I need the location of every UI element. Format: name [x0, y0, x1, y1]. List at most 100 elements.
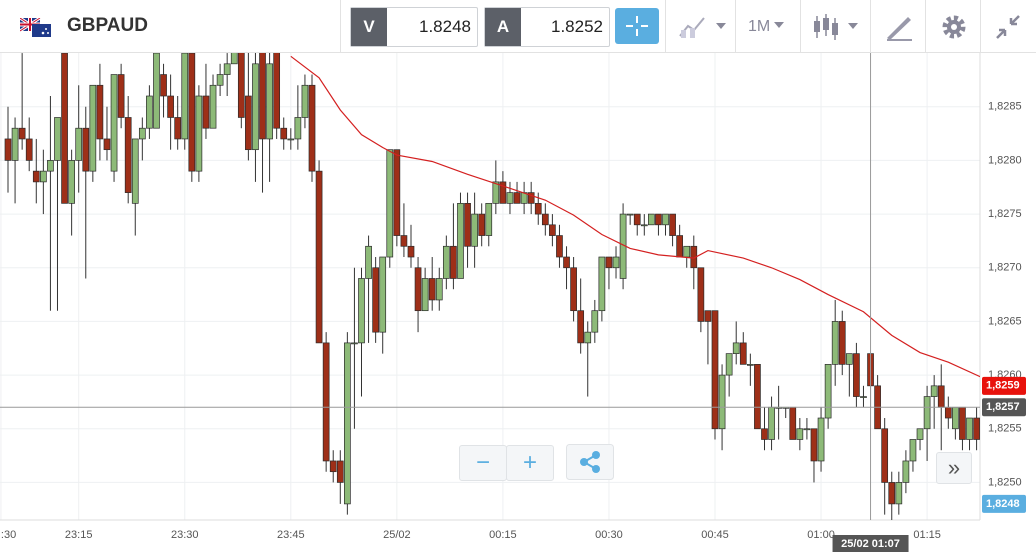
timeframe[interactable]: 1M	[748, 18, 771, 35]
ask-box[interactable]: A 1.8252	[484, 7, 610, 47]
moving-average	[290, 55, 980, 378]
candle-body	[605, 256, 613, 269]
candle-body	[442, 245, 450, 279]
candle-body	[230, 52, 238, 65]
y-tick-label: 1,8285	[988, 101, 1022, 113]
x-tick-label: 01:00	[807, 529, 835, 541]
candle-body	[315, 170, 323, 344]
candle-body	[902, 460, 910, 483]
candle-body	[11, 127, 19, 161]
price-label: 1,8248	[986, 498, 1020, 510]
settings-button[interactable]	[939, 12, 969, 42]
candle-body	[718, 374, 726, 430]
candle-body	[598, 256, 606, 312]
price-label: 1,8259	[986, 380, 1020, 392]
candle-body	[287, 138, 295, 141]
candle-body	[407, 245, 415, 258]
candle-body	[308, 84, 316, 172]
candle-body	[506, 192, 514, 204]
candle-body	[966, 417, 973, 440]
flag-icon	[20, 18, 51, 37]
candle-body	[75, 127, 83, 161]
candle-body	[428, 278, 436, 301]
candle-body	[414, 267, 422, 312]
candle-body	[82, 127, 90, 172]
candle-body	[633, 213, 641, 226]
candle-body	[789, 406, 797, 440]
zoom-in-button[interactable]: +	[506, 445, 554, 481]
candle-body	[18, 127, 26, 140]
candle-body	[386, 149, 394, 258]
candle-body	[683, 245, 691, 258]
candle-body	[944, 406, 952, 419]
candle-body	[626, 213, 634, 216]
bid-price: 1.8248	[419, 17, 471, 36]
candle-body	[259, 52, 266, 140]
share-button[interactable]	[566, 444, 614, 480]
collapse-button[interactable]	[993, 12, 1023, 42]
zoom-out-button[interactable]: −	[459, 445, 507, 481]
candle-body	[499, 181, 507, 204]
candle-body	[853, 353, 860, 397]
candle-body	[195, 95, 203, 172]
crosshair-y-label: 1,8257	[986, 401, 1020, 413]
candle-body	[739, 342, 747, 365]
crosshair-button[interactable]	[615, 8, 659, 44]
bid-box[interactable]: V 1.8248	[350, 7, 478, 47]
candle-body	[351, 342, 358, 345]
x-tick-label: 23:30	[171, 529, 199, 541]
y-tick-label: 1,8265	[988, 315, 1022, 327]
chart-type-button[interactable]	[678, 12, 738, 42]
candle-body	[47, 160, 54, 172]
price-label-box	[982, 376, 1026, 395]
candle-body	[103, 138, 111, 151]
candle-body	[372, 267, 379, 333]
candle-body	[365, 245, 372, 279]
candle-body	[280, 127, 288, 140]
candle-body	[923, 396, 931, 430]
candle-body	[478, 213, 486, 236]
candle-body	[188, 52, 196, 172]
candle-body	[895, 482, 903, 505]
candle-body	[492, 181, 500, 204]
candle-body	[754, 364, 761, 430]
candle-body	[831, 321, 839, 365]
candle-body	[471, 213, 478, 247]
candle-body	[838, 321, 846, 365]
candle-body	[810, 428, 818, 462]
candle-body	[89, 84, 97, 172]
candle-body	[556, 235, 563, 258]
candle-body	[732, 342, 740, 354]
x-tick-label: 00:15	[489, 529, 517, 541]
candle-body	[485, 202, 493, 236]
crosshair-y-label-box	[982, 398, 1026, 417]
candle-body	[39, 170, 47, 183]
candle-body	[881, 428, 889, 483]
candle-body	[937, 385, 945, 408]
candle-body	[669, 213, 676, 236]
candle-body	[527, 192, 535, 204]
candle-body	[379, 256, 387, 333]
candle-body	[676, 235, 684, 258]
y-tick-label: 1,8270	[988, 262, 1022, 274]
candle-body	[393, 149, 401, 236]
draw-button[interactable]	[884, 12, 914, 42]
candle-type-button[interactable]	[812, 12, 862, 42]
candle-body	[959, 406, 966, 440]
candle-body	[697, 267, 705, 322]
candle-body	[174, 117, 182, 140]
x-tick-label: :30	[1, 529, 16, 541]
crosshair-x-label: 25/02 01:07	[841, 538, 900, 550]
candle-body	[32, 170, 40, 183]
y-tick-label: 1,8255	[988, 423, 1022, 435]
candle-body	[577, 310, 585, 344]
x-tick-label: 25/02	[383, 529, 411, 541]
candle-body	[768, 406, 775, 440]
scroll-latest-button[interactable]: »	[936, 452, 972, 484]
candle-body	[612, 256, 620, 269]
candle-body	[245, 95, 252, 151]
candle-body	[549, 224, 556, 236]
candle-body	[541, 213, 549, 226]
candle-body	[662, 213, 669, 226]
